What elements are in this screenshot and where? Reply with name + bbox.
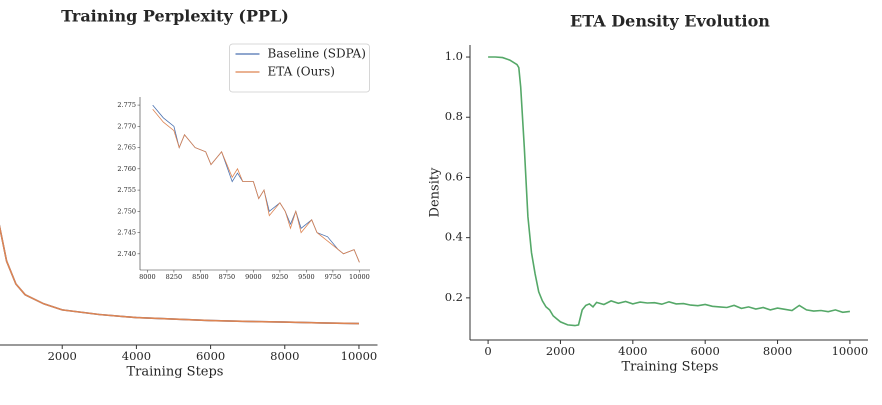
x-tick-label: 8000 <box>763 344 792 358</box>
x-tick-label: 6000 <box>691 344 720 358</box>
x-axis-label: Training Steps <box>127 365 224 380</box>
x-tick-label: 8500 <box>192 273 209 281</box>
x-tick-label: 2000 <box>546 344 575 358</box>
y-tick-label: 0.8 <box>445 109 463 123</box>
series-line <box>152 104 360 263</box>
legend-label: Baseline (SDPA) <box>268 47 366 61</box>
x-tick-label: 8750 <box>219 273 236 281</box>
x-tick-label: 9000 <box>245 273 262 281</box>
y-tick-label: 2.765 <box>117 144 136 152</box>
y-tick-label: 0.2 <box>445 290 463 304</box>
y-tick-label: 0.4 <box>445 230 463 244</box>
x-tick-label: 8000 <box>270 349 299 363</box>
y-tick-label: 2.745 <box>117 229 136 237</box>
y-tick-label: 2.760 <box>117 165 136 173</box>
x-tick-label: 9500 <box>298 273 315 281</box>
legend-label: ETA (Ours) <box>268 65 335 79</box>
y-axis-label: Density <box>428 167 443 218</box>
series-line <box>152 109 360 263</box>
chart-title: ETA Density Evolution <box>570 12 770 31</box>
y-tick-label: 1.0 <box>445 49 463 63</box>
x-tick-label: 10000 <box>349 273 370 281</box>
series-line <box>0 224 360 325</box>
y-tick-label: 2.740 <box>117 250 136 258</box>
x-tick-label: 4000 <box>122 349 151 363</box>
x-axis-label: Training Steps <box>622 360 719 375</box>
x-tick-label: 9250 <box>272 273 289 281</box>
chart-title: Training Perplexity (PPL) <box>61 7 289 26</box>
x-tick-label: 10000 <box>341 349 378 363</box>
y-tick-label: 2.750 <box>117 207 136 215</box>
y-tick-label: 2.770 <box>117 122 136 130</box>
y-tick-label: 2.755 <box>117 186 136 194</box>
series-line <box>488 56 850 327</box>
x-tick-label: 8250 <box>166 273 183 281</box>
legend-box <box>229 43 370 93</box>
x-tick-label: 10000 <box>832 344 869 358</box>
y-tick-label: 2.775 <box>117 101 136 109</box>
x-tick-label: 0 <box>484 344 491 358</box>
x-tick-label: 8000 <box>139 273 156 281</box>
x-tick-label: 6000 <box>196 349 225 363</box>
x-tick-label: 9750 <box>325 273 342 281</box>
x-tick-label: 4000 <box>618 344 647 358</box>
y-tick-label: 0.6 <box>445 169 463 183</box>
x-tick-label: 2000 <box>48 349 77 363</box>
